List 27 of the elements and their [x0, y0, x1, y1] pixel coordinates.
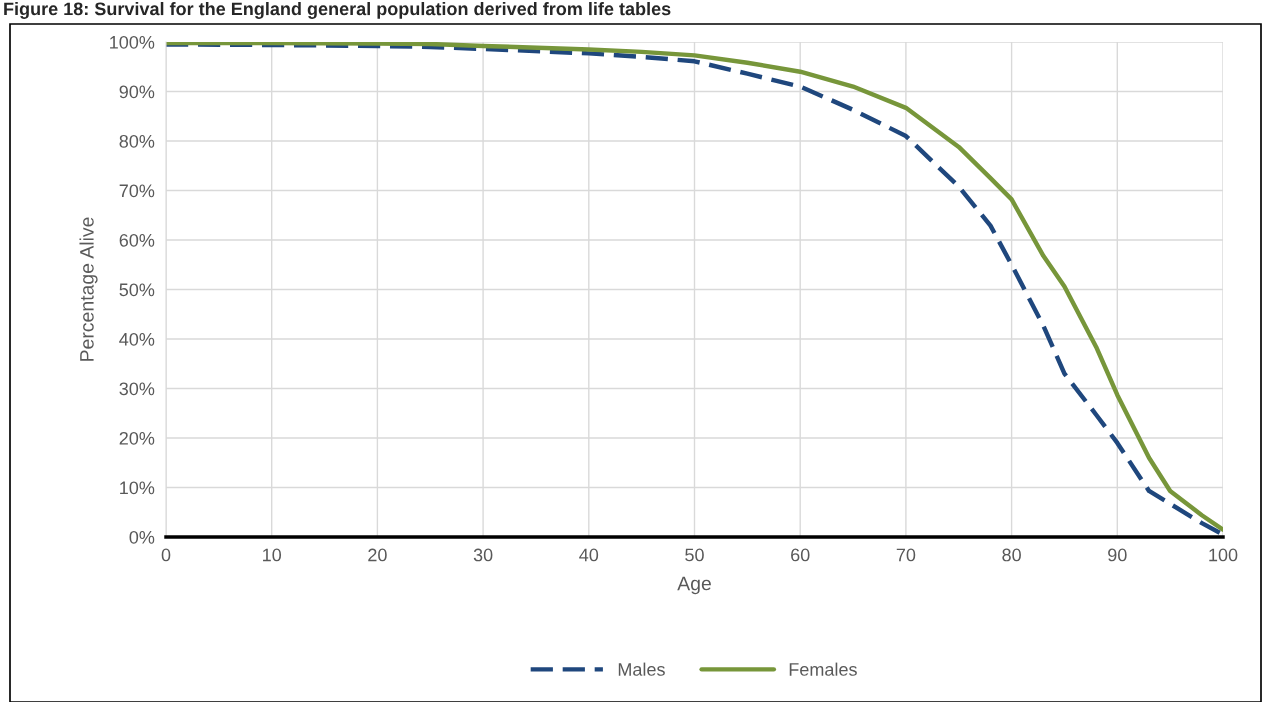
chart-title: Figure 18: Survival for the England general population derived from life tables	[4, 2, 671, 19]
x-tick-label: 10	[263, 548, 282, 562]
x-axis-title: Age	[677, 576, 711, 595]
y-tick-label: 60%	[119, 233, 155, 247]
y-tick-label: 10%	[120, 481, 155, 495]
x-tick-label: 0	[161, 548, 171, 562]
x-tick-label: 70	[896, 548, 916, 562]
legend-label: Males	[618, 662, 665, 676]
y-axis-title: Percentage Alive	[79, 217, 98, 361]
x-tick-label: 100	[1209, 548, 1238, 562]
x-tick-label: 60	[791, 548, 810, 562]
y-tick-label: 30%	[119, 382, 155, 396]
x-tick-label: 90	[1108, 548, 1127, 562]
y-tick-label: 50%	[119, 283, 155, 297]
y-tick-label: 40%	[119, 332, 155, 346]
x-tick-label: 80	[1002, 548, 1021, 562]
y-tick-label: 90%	[119, 85, 155, 99]
y-tick-label: 100%	[110, 35, 155, 49]
x-tick-label: 50	[685, 548, 704, 562]
x-tick-label: 20	[368, 548, 387, 562]
y-tick-label: 70%	[119, 184, 155, 198]
x-tick-label: 40	[579, 548, 599, 562]
legend-label: Females	[789, 662, 857, 676]
y-tick-label: 20%	[119, 431, 155, 445]
x-tick-label: 30	[473, 548, 493, 562]
y-tick-label: 80%	[119, 134, 155, 148]
y-tick-label: 0%	[129, 530, 155, 544]
